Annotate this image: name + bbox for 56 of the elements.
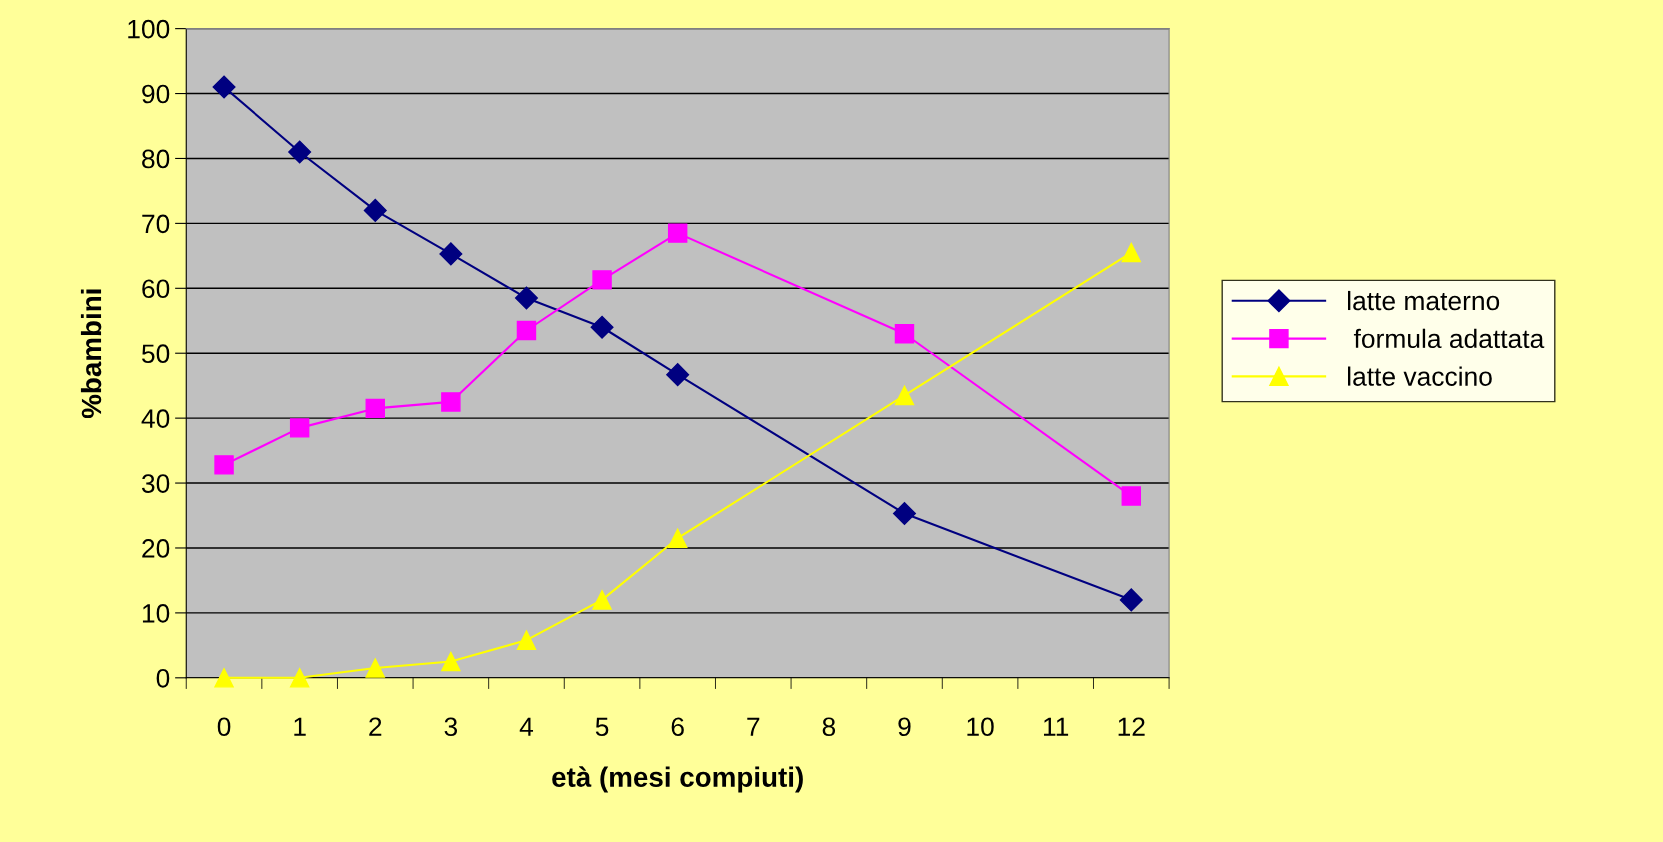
point	[592, 590, 612, 610]
point	[212, 75, 236, 99]
point	[288, 140, 312, 164]
point	[894, 324, 915, 344]
point	[289, 668, 310, 688]
point	[516, 320, 537, 341]
x-tick-label: 0	[217, 717, 231, 737]
x-tick-label: 2	[369, 717, 382, 736]
y-tick-label: 0	[156, 668, 170, 688]
point	[590, 315, 614, 339]
x-tick-label: 10	[967, 717, 994, 737]
point	[214, 668, 234, 688]
legend-label: latte materno	[1348, 290, 1500, 311]
x-tick-label: 8	[822, 717, 836, 737]
x-tick-label: 11	[1044, 717, 1069, 736]
x-tick-label: 9	[898, 717, 911, 737]
point	[667, 223, 688, 243]
point	[439, 242, 463, 266]
y-tick-label: 10	[142, 604, 170, 623]
point	[514, 286, 538, 310]
point	[892, 502, 916, 526]
point	[441, 651, 461, 672]
point	[894, 385, 915, 406]
point	[363, 198, 387, 222]
y-tick-label: 60	[142, 279, 170, 299]
point	[1121, 486, 1142, 506]
point	[1119, 588, 1143, 612]
y-tick-label: 50	[141, 344, 170, 364]
point	[365, 398, 385, 419]
y-tick-label: 30	[141, 474, 170, 493]
point	[1121, 242, 1142, 263]
y-tick-label: 100	[128, 19, 170, 39]
point	[516, 630, 537, 650]
x-tick-label: 6	[671, 717, 684, 737]
point	[666, 363, 690, 387]
point	[441, 392, 461, 412]
x-tick-label: 4	[519, 717, 534, 736]
x-tick-label: 5	[595, 717, 609, 737]
point	[592, 270, 612, 290]
x-tick-label: 7	[747, 717, 760, 736]
y-tick-label: 70	[142, 214, 170, 234]
y-tick-label: 20	[142, 539, 170, 558]
point	[214, 455, 234, 475]
x-axis-title: età (mesi compiuti)	[552, 766, 803, 793]
point	[289, 418, 310, 438]
legend-label: formula adattata	[1353, 328, 1545, 349]
x-tick-label: 3	[444, 717, 458, 737]
x-tick-label: 1	[294, 717, 306, 736]
point	[365, 658, 385, 678]
legend-label: latte vaccino	[1348, 366, 1492, 386]
y-tick-label: 90	[142, 84, 170, 104]
y-tick-label: 80	[142, 149, 170, 169]
point	[667, 528, 688, 548]
x-tick-label: 12	[1118, 717, 1145, 736]
y-tick-label: 40	[141, 409, 170, 428]
y-axis-title: %bambini	[80, 289, 102, 419]
